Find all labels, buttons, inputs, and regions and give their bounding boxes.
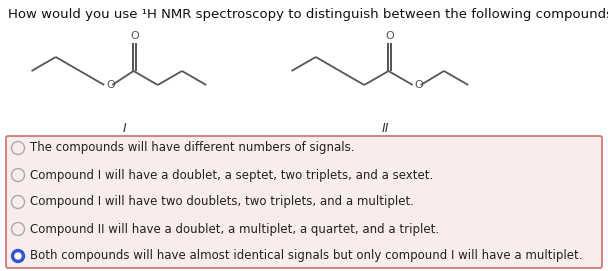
Text: O: O <box>131 31 139 41</box>
Circle shape <box>12 250 24 263</box>
Text: O: O <box>385 31 395 41</box>
Text: O: O <box>415 80 424 90</box>
Text: Both compounds will have almost identical signals but only compound I will have : Both compounds will have almost identica… <box>30 250 582 263</box>
Text: I: I <box>123 122 127 136</box>
Text: The compounds will have different numbers of signals.: The compounds will have different number… <box>30 141 354 154</box>
Text: II: II <box>381 122 389 136</box>
Circle shape <box>15 253 21 259</box>
Text: O: O <box>106 80 115 90</box>
Text: Compound II will have a doublet, a multiplet, a quartet, and a triplet.: Compound II will have a doublet, a multi… <box>30 222 439 235</box>
Text: How would you use ¹H NMR spectroscopy to distinguish between the following compo: How would you use ¹H NMR spectroscopy to… <box>8 8 608 21</box>
FancyBboxPatch shape <box>6 136 602 268</box>
Text: Compound I will have a doublet, a septet, two triplets, and a sextet.: Compound I will have a doublet, a septet… <box>30 169 434 182</box>
Text: Compound I will have two doublets, two triplets, and a multiplet.: Compound I will have two doublets, two t… <box>30 195 414 208</box>
